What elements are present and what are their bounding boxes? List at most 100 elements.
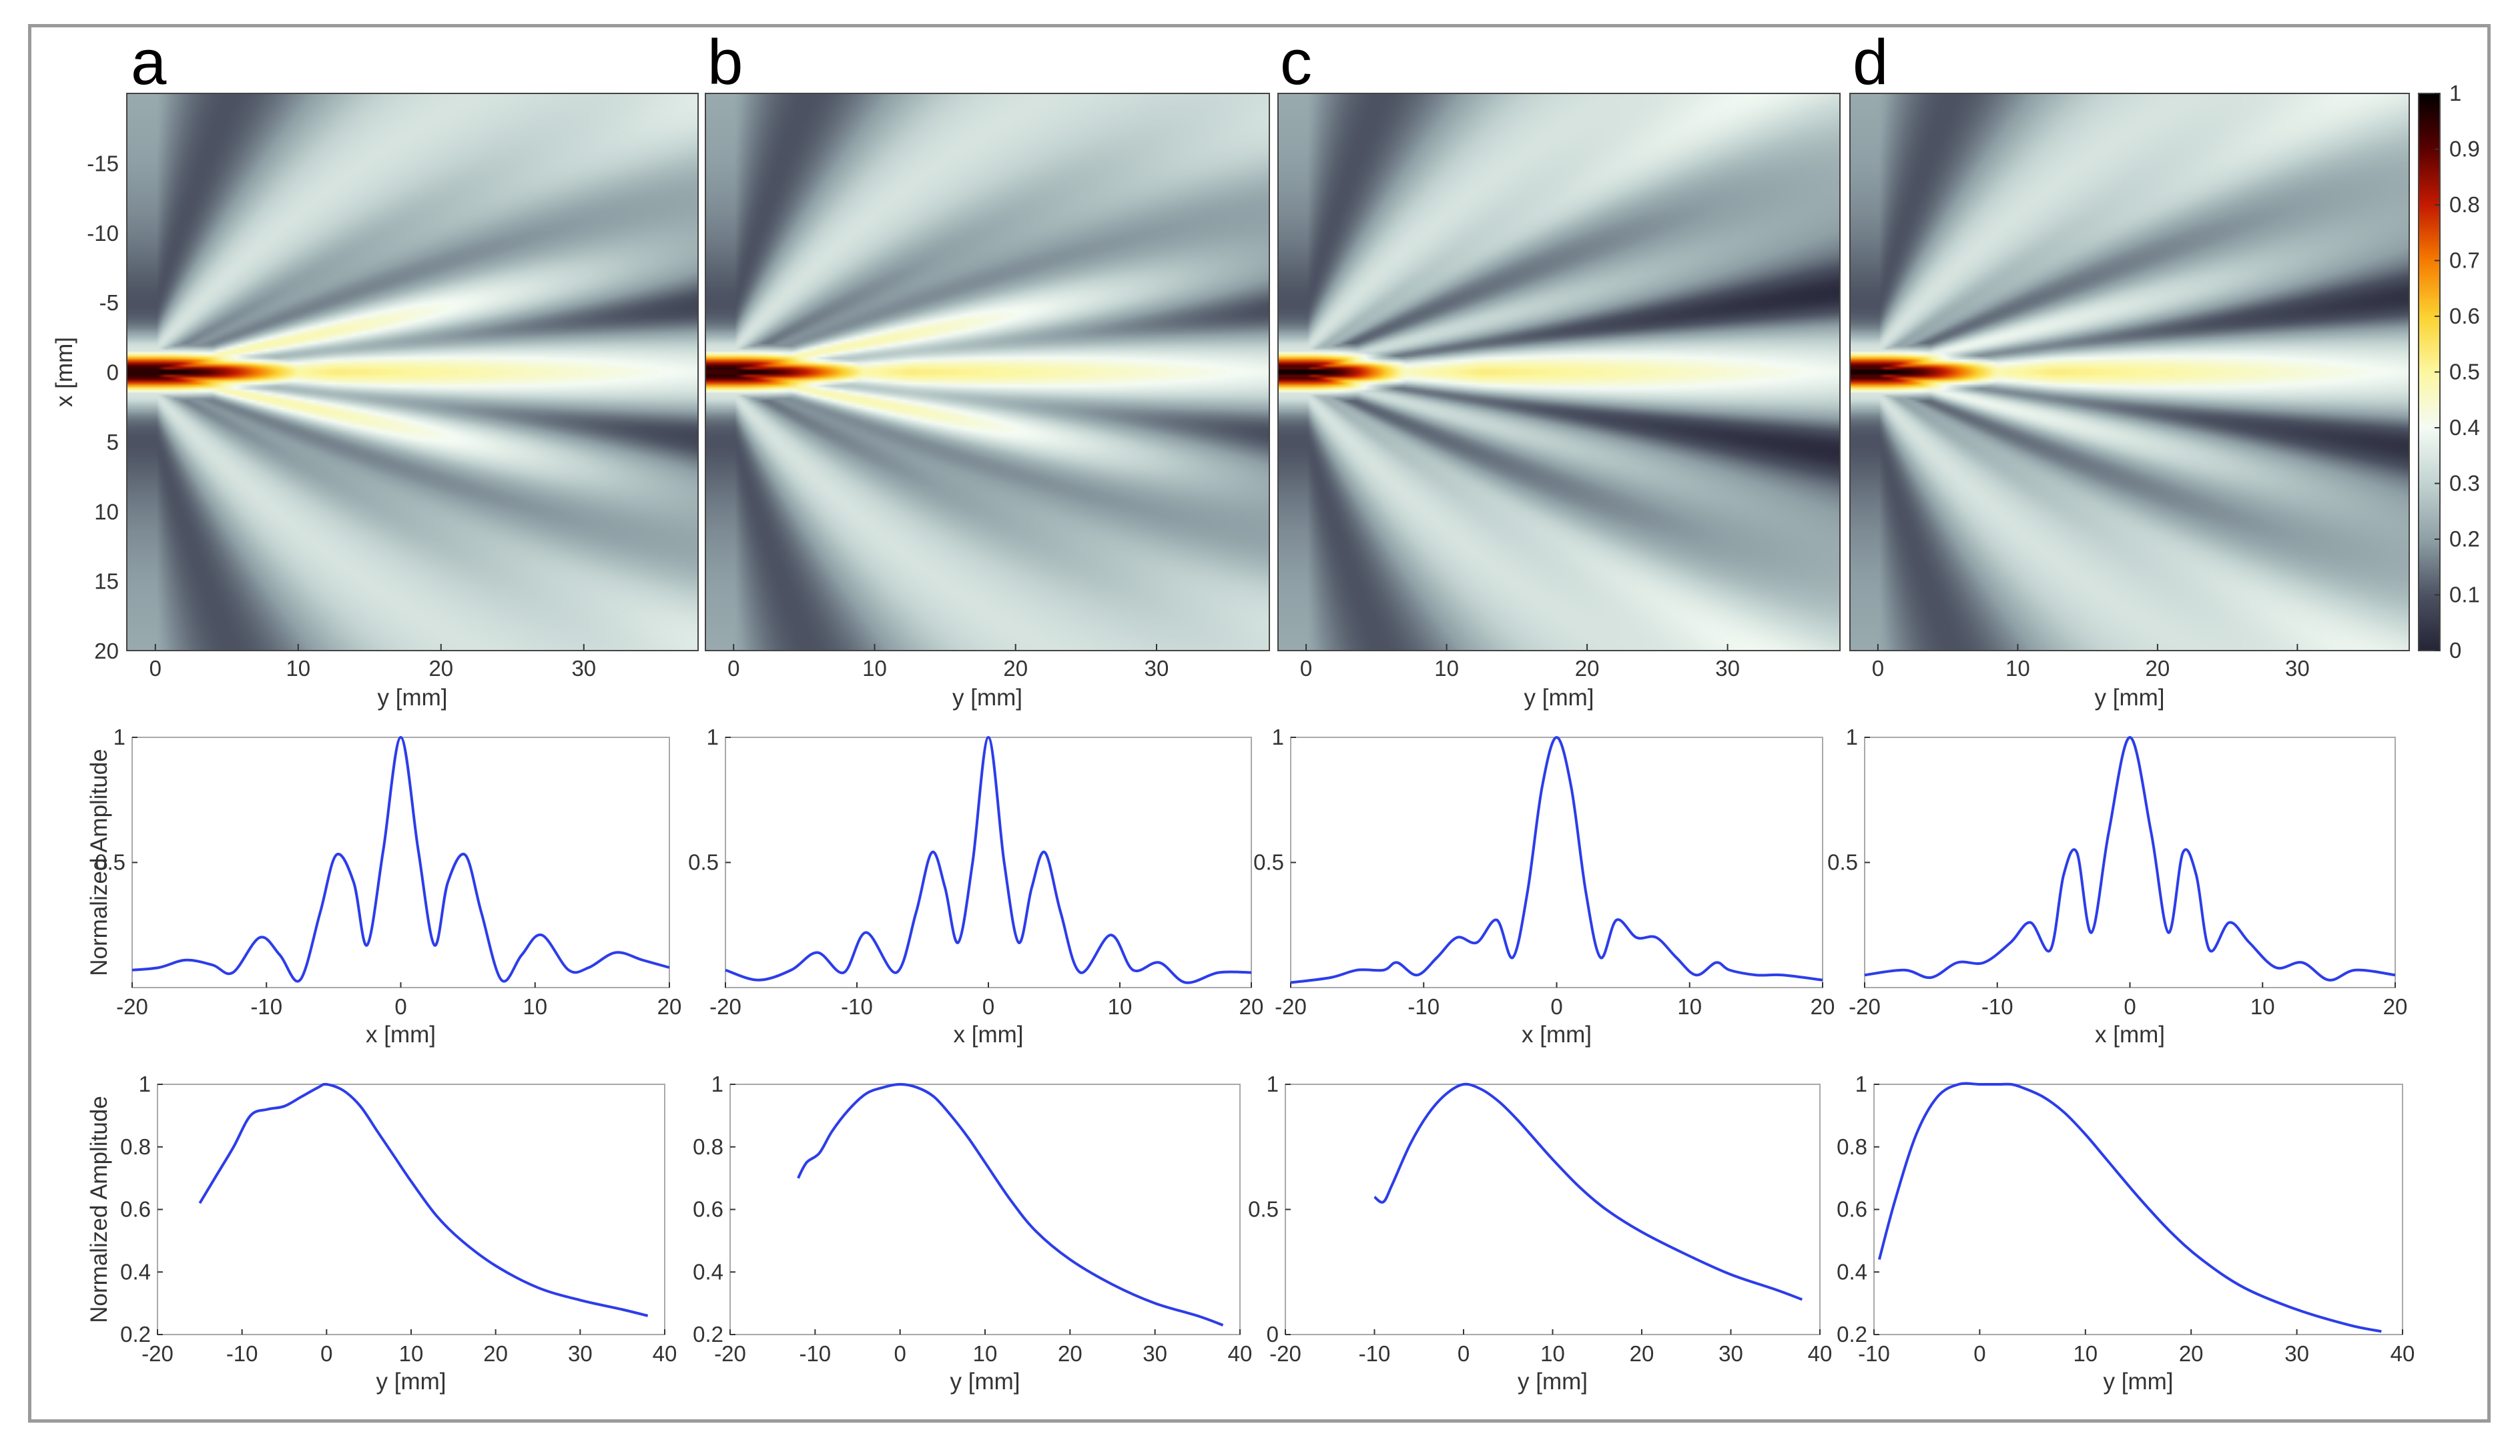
series-line: [1290, 735, 1823, 984]
axial-plot-a: [157, 1082, 665, 1335]
heatmap-frame-b: [705, 93, 1270, 651]
x-tick-label: 0: [1300, 656, 1312, 681]
y-tick-label: 0.2: [693, 1322, 723, 1347]
heatmap-image-d: [1850, 93, 2409, 651]
heatmap-image-b: [705, 93, 1269, 651]
x-tick-label: -10: [1858, 1341, 1890, 1366]
x-tick-label: -20: [1275, 994, 1307, 1019]
plot-box: [725, 737, 1252, 988]
series-line: [797, 1082, 1224, 1327]
x-tick-label: 30: [1718, 1341, 1743, 1366]
y-tick-label: 0.8: [120, 1134, 151, 1159]
x-tick-label: 30: [1715, 656, 1740, 681]
x-tick-label: -20: [709, 994, 741, 1019]
x-tick-label: 20: [1003, 656, 1028, 681]
heatmap-image-a: [127, 93, 698, 651]
figure-frame: [28, 24, 2491, 1423]
y-tick-label: 0.2: [120, 1322, 151, 1347]
x-tick-label: 20: [1575, 656, 1600, 681]
y-tick-label: -10: [87, 221, 119, 246]
y-axis-label: x [mm]: [51, 337, 77, 407]
x-tick-label: 0: [2124, 994, 2136, 1019]
x-tick-label: -20: [141, 1341, 174, 1366]
x-tick-label: 20: [1630, 1341, 1654, 1366]
x-tick-label: -10: [841, 994, 873, 1019]
x-tick-label: 30: [571, 656, 596, 681]
x-tick-label: 10: [973, 1341, 998, 1366]
series-line: [1864, 735, 2396, 982]
x-tick-label: 30: [568, 1341, 593, 1366]
x-tick-label: 0: [1550, 994, 1562, 1019]
colorbar-tick-label: 1: [2449, 81, 2461, 105]
panel-letter: c: [1280, 27, 1312, 98]
x-tick-label: 0: [394, 994, 406, 1019]
series-line: [1877, 1082, 2382, 1333]
y-tick-label: 1: [711, 1072, 723, 1096]
profile-plot-c: [1290, 735, 1823, 988]
profile-plot-b: [725, 735, 1252, 988]
x-tick-label: 20: [1239, 994, 1264, 1019]
x-axis-label: y [mm]: [378, 685, 448, 711]
panel-letter: d: [1853, 27, 1888, 98]
y-tick-label: 0.5: [95, 850, 125, 875]
colorbar-tick-label: 0.9: [2449, 137, 2480, 161]
y-tick-label: 0.4: [693, 1259, 723, 1284]
x-tick-label: -20: [1849, 994, 1881, 1019]
y-tick-label: 1: [1272, 725, 1284, 749]
y-tick-label: 1: [1855, 1072, 1867, 1096]
y-tick-label: 10: [94, 499, 119, 524]
colorbar-tick-label: 0.1: [2449, 583, 2480, 607]
x-axis-label: x [mm]: [2095, 1022, 2165, 1048]
plot-box: [1285, 1084, 1821, 1335]
y-tick-label: 20: [94, 639, 119, 663]
heatmap-frame-d: [1849, 93, 2410, 651]
x-axis-label: x [mm]: [954, 1022, 1024, 1048]
x-tick-label: 10: [2250, 994, 2275, 1019]
x-tick-label: 10: [862, 656, 887, 681]
y-tick-label: 0.5: [1827, 850, 1858, 875]
series-line: [198, 1082, 649, 1317]
plot-box: [1873, 1084, 2403, 1335]
x-tick-label: 0: [1872, 656, 1884, 681]
y-tick-label: 0: [107, 360, 119, 385]
x-axis-label: y [mm]: [2104, 1369, 2174, 1395]
x-tick-label: -10: [1407, 994, 1440, 1019]
colorbar-tick-label: 0: [2449, 638, 2461, 663]
colorbar-tick-label: 0.3: [2449, 471, 2480, 496]
y-tick-label: 0.5: [1248, 1197, 1279, 1222]
y-tick-label: 0.4: [1837, 1259, 1867, 1284]
x-tick-label: 10: [1434, 656, 1459, 681]
x-axis-label: x [mm]: [366, 1022, 436, 1048]
x-tick-label: -10: [1981, 994, 2013, 1019]
x-tick-label: 10: [523, 994, 547, 1019]
axial-plot-c: [1285, 1082, 1821, 1335]
x-tick-label: -20: [1269, 1341, 1301, 1366]
y-tick-label: 1: [1846, 725, 1858, 749]
x-tick-label: -10: [799, 1341, 831, 1366]
x-tick-label: 30: [2284, 1341, 2309, 1366]
heatmap-panel-a: [126, 93, 699, 651]
x-tick-label: 0: [149, 656, 162, 681]
y-tick-label: 15: [94, 569, 119, 594]
y-tick-label: 0.6: [1837, 1197, 1867, 1222]
x-tick-label: 20: [657, 994, 682, 1019]
x-tick-label: 40: [653, 1341, 677, 1366]
heatmap-frame-a: [126, 93, 699, 651]
colorbar-tick-label: 0.7: [2449, 248, 2480, 273]
x-tick-label: 0: [1973, 1341, 1985, 1366]
y-tick-label: 0.4: [120, 1259, 151, 1284]
panel-letter: a: [131, 27, 167, 98]
colorbar-tick-label: 0.6: [2449, 304, 2480, 328]
x-axis-label: y [mm]: [1524, 685, 1594, 711]
x-axis-label: y [mm]: [950, 1369, 1020, 1395]
plot-box: [131, 737, 670, 988]
y-axis-label: Normalized Amplitude: [86, 749, 112, 976]
x-tick-label: 20: [1058, 1341, 1082, 1366]
y-tick-label: 0.6: [120, 1197, 151, 1222]
y-tick-label: 0.5: [1253, 850, 1284, 875]
x-tick-label: 10: [2073, 1341, 2098, 1366]
x-tick-label: 20: [2179, 1341, 2204, 1366]
x-tick-label: 10: [1677, 994, 1702, 1019]
x-tick-label: -10: [250, 994, 282, 1019]
